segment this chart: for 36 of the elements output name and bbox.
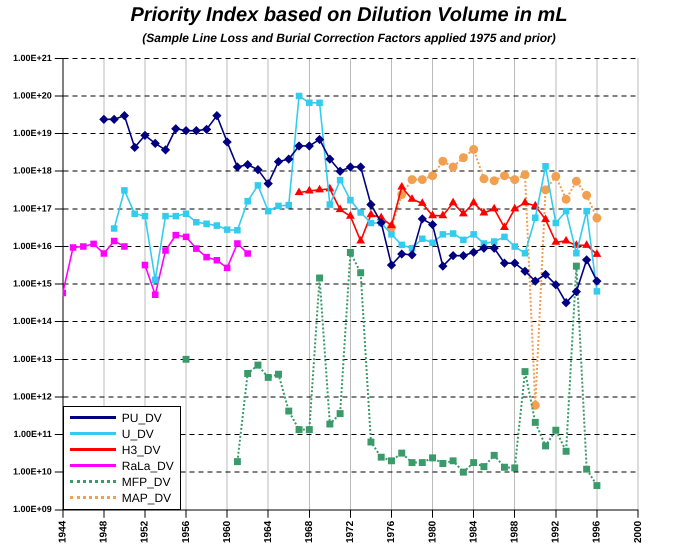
legend-label: RaLa_DV bbox=[122, 458, 174, 473]
x-tick-label: 1980 bbox=[427, 520, 438, 544]
y-tick-label: 1.00E+14 bbox=[12, 316, 52, 326]
y-tick-label: 1.00E+09 bbox=[12, 504, 52, 514]
x-tick-label: 1956 bbox=[180, 520, 192, 544]
x-tick-label: 1996 bbox=[592, 520, 603, 544]
x-tick-label: 1952 bbox=[140, 520, 151, 544]
y-tick-label: 1.00E+12 bbox=[12, 391, 52, 402]
x-tick-label: 1988 bbox=[509, 520, 520, 544]
x-tick-label: 1968 bbox=[304, 520, 316, 544]
x-tick-label: 1964 bbox=[262, 520, 274, 544]
y-tick-label: 1.00E+18 bbox=[12, 166, 52, 176]
y-tick-label: 1.00E+11 bbox=[13, 429, 52, 440]
x-tick-label: 1972 bbox=[345, 520, 356, 544]
chart-subtitle: (Sample Line Loss and Burial Correction Factors applied 1975 and prior) bbox=[141, 31, 557, 45]
y-tick-label: 1.00E+21 bbox=[12, 52, 52, 63]
y-tick-label: 1.00E+19 bbox=[12, 128, 52, 138]
y-tick-label: 1.00E+13 bbox=[12, 354, 52, 364]
x-tick-label: 1944 bbox=[58, 520, 69, 544]
x-tick-label: 2000 bbox=[632, 520, 644, 544]
legend-label: U_DV bbox=[122, 426, 154, 441]
legend-label: H3_DV bbox=[122, 442, 160, 457]
x-tick-label: 1992 bbox=[550, 520, 562, 544]
y-tick-label: 1.00E+17 bbox=[12, 203, 52, 214]
x-tick-label: 1976 bbox=[386, 520, 398, 544]
x-tick-label: 1948 bbox=[98, 520, 110, 544]
y-tick-label: 1.00E+20 bbox=[12, 90, 52, 100]
chart-title: Priority Index based on Dilution Volume in mL bbox=[129, 4, 569, 27]
y-tick-label: 1.00E+16 bbox=[12, 240, 52, 251]
legend-label: MFP_DV bbox=[122, 474, 170, 489]
legend-label: MAP_DV bbox=[122, 490, 172, 505]
y-tick-label: 1.00E+15 bbox=[12, 278, 52, 289]
y-tick-label: 1.00E+10 bbox=[12, 466, 52, 477]
x-tick-label: 1984 bbox=[468, 520, 480, 544]
x-tick-label: 1960 bbox=[222, 520, 233, 544]
legend-label: PU_DV bbox=[122, 410, 162, 425]
